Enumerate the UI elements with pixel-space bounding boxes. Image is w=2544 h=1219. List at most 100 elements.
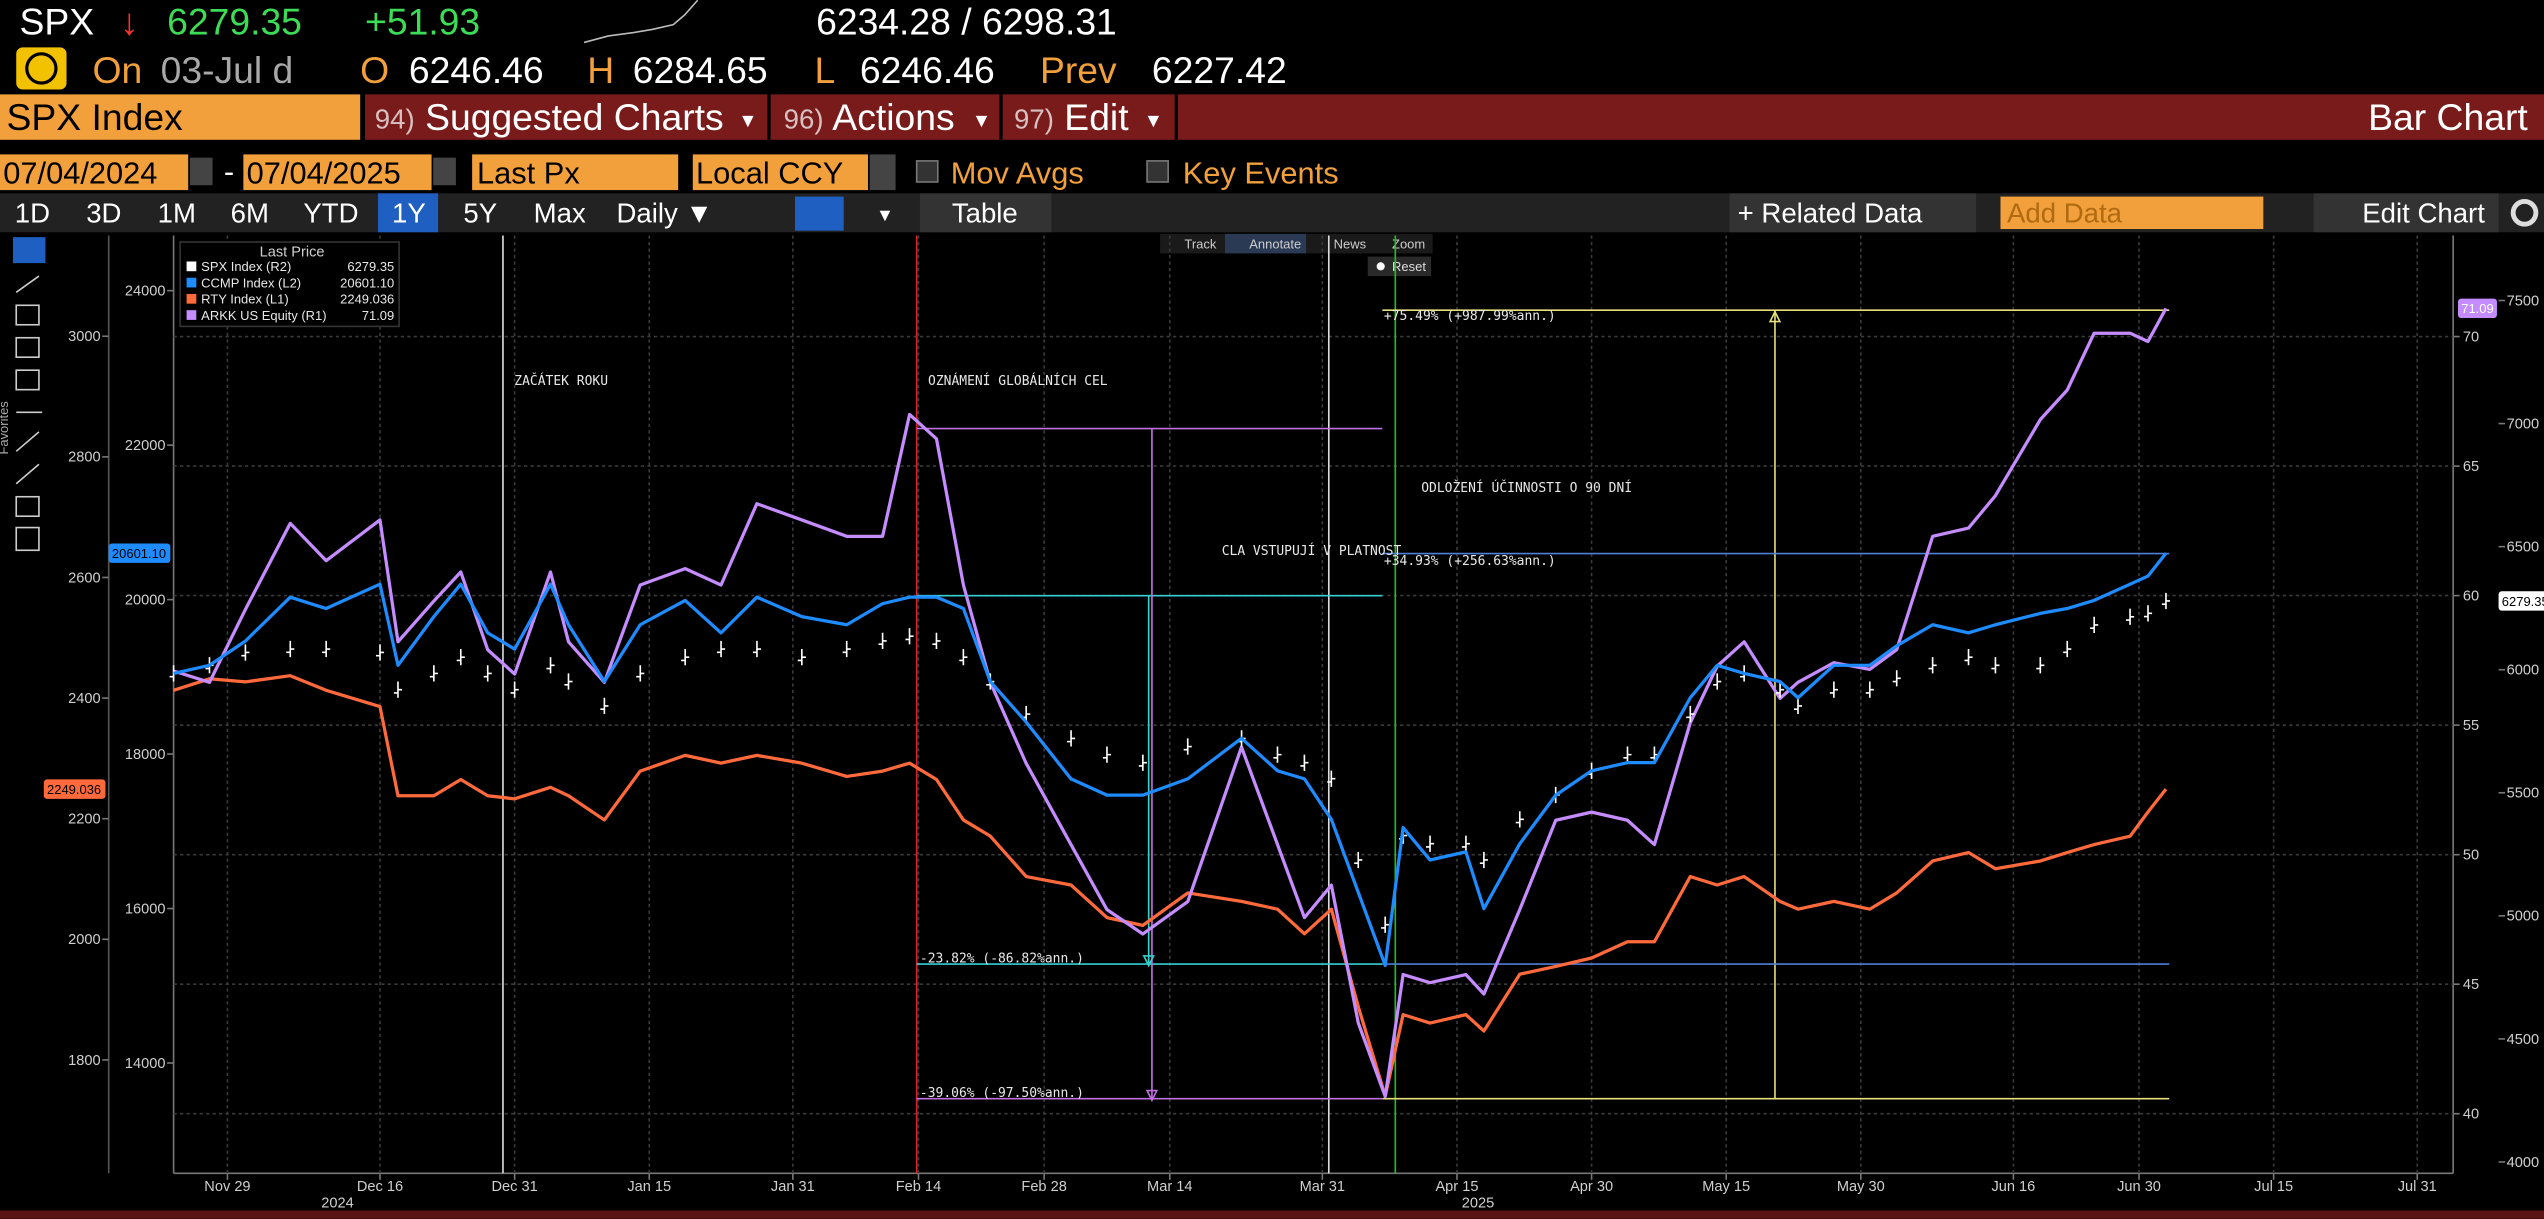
x-tick-label: Dec 16 [357,1179,403,1195]
menu-number: 94) [375,103,415,134]
calendar-icon[interactable] [189,157,213,186]
period-button[interactable]: 6M [231,198,269,229]
y-tick-label: 3000 [68,329,100,345]
x-tick-label: Feb 28 [1021,1179,1066,1195]
end-date: 07/04/2025 [247,156,401,191]
x-tick-label: Apr 30 [1570,1179,1613,1195]
edit-chart-button[interactable] [2313,193,2499,233]
legend-swatch [186,293,197,304]
start-date-box[interactable] [0,154,189,191]
open-value: 6246.46 [409,49,544,91]
menu-item[interactable]: Actions [832,96,954,138]
price-bar [1775,681,1785,698]
table-button[interactable] [919,193,1052,233]
chart-tool[interactable]: Track [1184,237,1216,252]
settings-icon[interactable] [2510,199,2539,227]
legend-swatch [186,310,197,320]
y-tick-label: 50 [2463,848,2479,864]
period-button[interactable]: Max [534,198,586,229]
price-bar [375,644,385,661]
menu-item[interactable]: Edit [1064,96,1129,138]
checkbox[interactable] [915,160,939,183]
menu-item[interactable]: Suggested Charts [425,96,724,138]
y-tick-label: 40 [2463,1107,2479,1123]
x-tick-label: Mar 31 [1300,1179,1345,1195]
period-button[interactable]: 5Y [463,198,497,229]
price-bar [716,640,726,658]
active-tool [1224,233,1307,254]
checkbox[interactable] [1146,160,1169,183]
legend-title: Last Price [260,245,325,261]
calendar-icon[interactable] [433,157,456,186]
legend-box [179,241,400,328]
price-bar [752,640,762,658]
y-tick-label: 2400 [68,691,100,707]
end-date-box[interactable] [243,154,432,191]
chart-tool[interactable]: Zoom [1392,237,1425,252]
annotation: +34.93% (+256.63%ann.) [1384,554,1556,569]
price-bar [322,640,331,658]
y-tick-label: 5500 [2507,786,2539,802]
selected-period [378,193,439,233]
period-button[interactable]: 1D [15,198,50,229]
price-bar [510,681,519,698]
annotation-lines [502,235,2170,1174]
period-button[interactable]: 1Y [392,198,426,229]
related-button[interactable] [1729,193,1977,233]
legend-name: RTY Index (L1) [201,292,288,307]
currency: Local CCY [696,156,843,191]
legend-name: ARKK US Equity (R1) [201,308,326,323]
quote-date: 03-Jul d [161,49,294,91]
y-tick-label: 16000 [125,901,166,917]
clock-icon[interactable] [16,47,67,90]
y-tick-label: 70 [2463,329,2479,345]
price-bar [842,640,851,658]
field-box[interactable] [472,154,679,191]
y-tick-label: 2000 [68,932,100,948]
period-button[interactable]: 3D [86,198,121,229]
reset-button[interactable] [1367,256,1431,277]
value-badge [2498,591,2544,611]
legend-name: CCMP Index (L2) [201,275,301,290]
price-bar [1865,681,1874,698]
bid-ask: 6234.28 / 6298.31 [816,0,1117,42]
y-tick-label: 6500 [2507,540,2539,556]
bar-style-button[interactable] [795,196,844,231]
key-events: Key Events [1183,156,1339,191]
frequency[interactable]: Daily ▼ [617,198,713,229]
value-badge [2458,298,2497,319]
add-data-box[interactable] [2000,196,2264,230]
ticker: SPX [19,0,94,42]
price-bar [797,649,806,666]
y-tick-label: 22000 [125,438,166,454]
y-tick-label: 18000 [125,747,166,763]
price-bar [1067,730,1076,747]
price-bar [1102,746,1112,763]
last-price: 6279.35 [167,0,302,42]
value-badge-label: 6279.35 [2502,594,2544,609]
reset-dot [1376,262,1385,271]
price-bar [681,649,690,666]
x-tick-label: May 30 [1837,1179,1885,1195]
menu-caret: ▼ [1144,110,1163,132]
annotation: +75.49% (+987.99%ann.) [1384,309,1556,324]
price-bar [1183,738,1192,755]
favorites-tab[interactable]: Favorites [0,401,11,455]
chart-tool[interactable]: Annotate [1249,237,1301,252]
x-tick-label: Jul 15 [2254,1179,2293,1195]
currency-box[interactable] [692,154,869,191]
chart-tool[interactable]: News [1334,237,1367,252]
price-bar [429,665,438,682]
annotation: -39.06% (-97.50%ann.) [920,1086,1084,1101]
pointer-tool[interactable] [12,237,46,264]
security-box[interactable] [0,94,361,140]
date-dash: - [224,154,234,189]
period-button[interactable]: YTD [303,198,358,229]
x-tick-label: Jun 30 [2117,1179,2161,1195]
x-tick-label: Jan 31 [771,1179,815,1195]
y-tick-label: 1800 [68,1053,100,1069]
style-caret: ▼ [876,205,894,225]
period-button[interactable]: 1M [158,198,196,229]
currency-dropdown[interactable] [869,154,896,191]
price-bar [1425,835,1435,852]
